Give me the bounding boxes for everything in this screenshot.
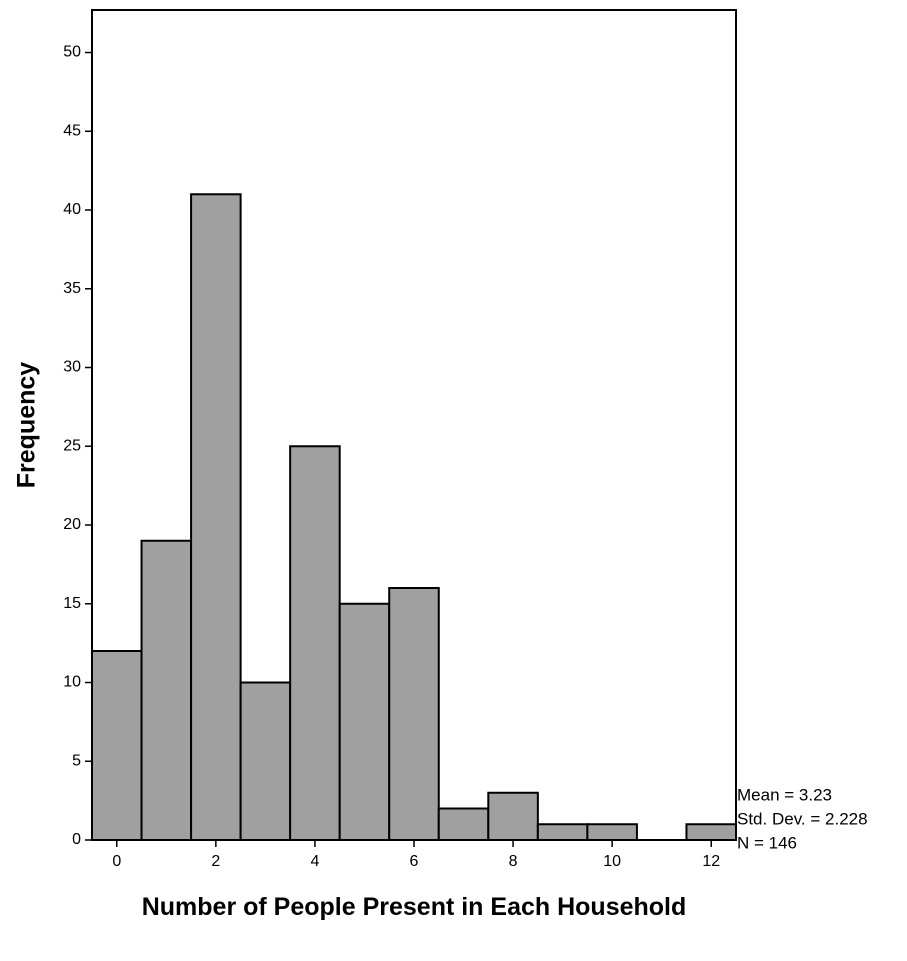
x-tick-label: 10 xyxy=(603,853,621,870)
bar xyxy=(586,823,638,842)
stat-annotation: Std. Dev. = 2.228 xyxy=(737,809,868,828)
bar xyxy=(338,602,391,842)
y-tick-label: 40 xyxy=(63,201,81,218)
bar xyxy=(239,681,292,842)
x-axis-label: Number of People Present in Each Househo… xyxy=(141,893,687,921)
y-tick-label: 0 xyxy=(72,831,81,848)
y-tick-label: 45 xyxy=(63,122,81,139)
bar xyxy=(91,650,143,841)
x-tick-label: 4 xyxy=(310,853,319,870)
y-tick-label: 30 xyxy=(63,359,81,376)
y-tick-label: 15 xyxy=(63,595,81,612)
y-axis-label: Frequency xyxy=(13,362,41,489)
bar xyxy=(140,539,193,842)
y-tick-label: 5 xyxy=(72,752,81,769)
stat-annotation: N = 146 xyxy=(737,833,797,852)
bar xyxy=(190,193,242,841)
bar xyxy=(536,823,589,842)
x-tick-label: 0 xyxy=(112,853,121,870)
y-tick-label: 20 xyxy=(63,516,81,533)
y-tick-label: 25 xyxy=(63,437,81,454)
x-tick-label: 12 xyxy=(702,853,720,870)
x-tick-label: 6 xyxy=(410,853,419,870)
bar xyxy=(388,587,440,841)
x-tick-label: 2 xyxy=(211,853,220,870)
bar xyxy=(437,807,490,842)
bar xyxy=(289,445,341,841)
stat-annotation: Mean = 3.23 xyxy=(737,785,832,804)
bar xyxy=(685,823,738,842)
y-tick-label: 10 xyxy=(63,674,81,691)
bar xyxy=(487,791,539,841)
y-tick-label: 50 xyxy=(63,44,81,61)
x-tick-label: 8 xyxy=(509,853,518,870)
y-tick-label: 35 xyxy=(63,280,81,297)
